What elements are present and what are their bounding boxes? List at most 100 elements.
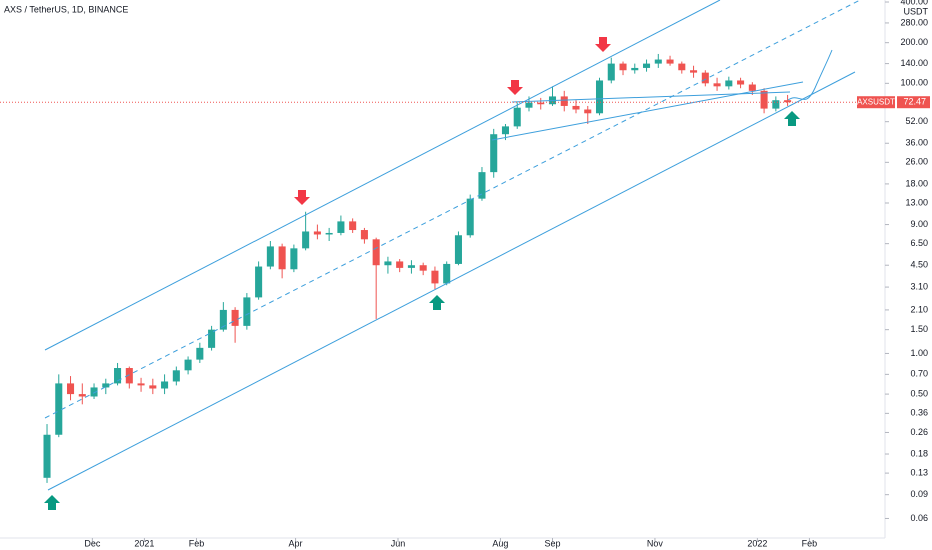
candle-body: [278, 246, 286, 270]
candle-body: [396, 261, 404, 268]
candle-body: [772, 100, 780, 109]
candle-body: [701, 72, 709, 84]
candle-body: [349, 221, 357, 231]
candle-body: [419, 265, 427, 271]
y-tick-label: 3.10: [910, 281, 928, 291]
y-tick-label: 0.26: [910, 427, 928, 437]
chart-title: AXS / TetherUS, 1D, BINANCE: [4, 4, 128, 14]
y-tick-label: 0.50: [910, 388, 928, 398]
candle-body: [313, 231, 321, 235]
y-tick-label: 400.00: [900, 0, 928, 6]
x-tick-label: Aug: [492, 538, 508, 548]
buy-arrows: [44, 111, 800, 510]
candle-body: [643, 63, 651, 68]
candle-body: [713, 83, 721, 87]
candle-body: [560, 96, 568, 106]
candle-body: [384, 261, 392, 266]
candle-body: [90, 387, 98, 397]
y-tick-label: 6.50: [910, 238, 928, 248]
candle-body: [196, 347, 204, 360]
drawings: [44, 0, 861, 510]
candle-body: [255, 266, 263, 298]
arrow-up: [429, 295, 445, 310]
candle-body: [784, 100, 792, 103]
y-tick-label: 0.18: [910, 448, 928, 458]
y-tick-label: 4.50: [910, 260, 928, 270]
channel-upper: [44, 0, 721, 351]
candle-body: [172, 370, 180, 382]
candle-body: [631, 67, 639, 71]
candle-body: [760, 90, 768, 109]
y-tick-label: 1.00: [910, 348, 928, 358]
candle-body: [443, 263, 451, 284]
candle-body: [478, 172, 486, 199]
last-price-bg: [897, 96, 930, 109]
symbol-label: AXSUSDT: [857, 97, 895, 106]
x-tick-label: Feb: [189, 538, 205, 548]
arrow-down: [595, 37, 611, 52]
currency-label: USDT: [904, 6, 929, 16]
candle-body: [184, 359, 192, 371]
y-tick-label: 26.00: [905, 157, 928, 167]
symbol-label-bg: [857, 96, 895, 109]
candle-body: [490, 134, 498, 173]
candle-body: [372, 239, 380, 266]
candle-body: [525, 102, 533, 108]
arrow-down: [507, 80, 523, 95]
candle-body: [243, 297, 251, 326]
x-tick-label: 2021: [134, 538, 154, 548]
candle-body: [725, 80, 733, 87]
candle-body: [513, 107, 521, 127]
y-tick-label: 0.70: [910, 369, 928, 379]
y-tick-label: 0.06: [910, 513, 928, 523]
candle-body: [654, 59, 662, 64]
candle-body: [266, 246, 274, 267]
candle-body: [302, 231, 310, 249]
candle-body: [619, 63, 627, 71]
candle-body: [78, 394, 86, 397]
candle-body: [360, 230, 368, 240]
y-tick-label: 280.00: [900, 17, 928, 27]
candle-body: [55, 383, 63, 435]
candle-body: [290, 248, 298, 270]
y-tick-label: 0.36: [910, 408, 928, 418]
candle-body: [678, 63, 686, 71]
y-tick-label: 200.00: [900, 37, 928, 47]
candle-body: [607, 63, 615, 81]
candle-body: [748, 84, 756, 91]
last-price-label: 72.47: [903, 97, 926, 107]
candle-body: [737, 80, 745, 85]
arrow-up: [44, 495, 60, 510]
x-tick-label: Apr: [289, 538, 303, 548]
candle-body: [584, 109, 592, 114]
candle-body: [161, 381, 169, 389]
candle-body: [337, 221, 345, 233]
triangle-line: [511, 91, 791, 103]
candle-body: [208, 329, 216, 348]
candle-body: [137, 383, 145, 386]
candle-body: [325, 232, 333, 235]
y-tick-label: 52.00: [905, 116, 928, 126]
y-tick-label: 140.00: [900, 58, 928, 68]
x-tick-label: Nov: [647, 538, 664, 548]
projection: [787, 49, 833, 101]
candle-body: [67, 383, 75, 395]
candle-body: [102, 383, 110, 388]
candle-body: [231, 309, 239, 326]
x-tick-label: Sep: [544, 538, 560, 548]
candle-body: [149, 385, 157, 389]
y-tick-label: 13.00: [905, 197, 928, 207]
candle-body: [501, 126, 510, 135]
candle-body: [114, 368, 122, 384]
channel-lower: [47, 71, 856, 491]
candle-body: [43, 434, 51, 478]
x-tick-label: Dec: [84, 538, 101, 548]
candle-body: [572, 105, 580, 110]
candle-body: [466, 198, 474, 236]
candle-body: [431, 270, 439, 284]
y-tick-label: 1.50: [910, 324, 928, 334]
x-tick-label: Feb: [802, 538, 818, 548]
candle-body: [666, 59, 674, 64]
